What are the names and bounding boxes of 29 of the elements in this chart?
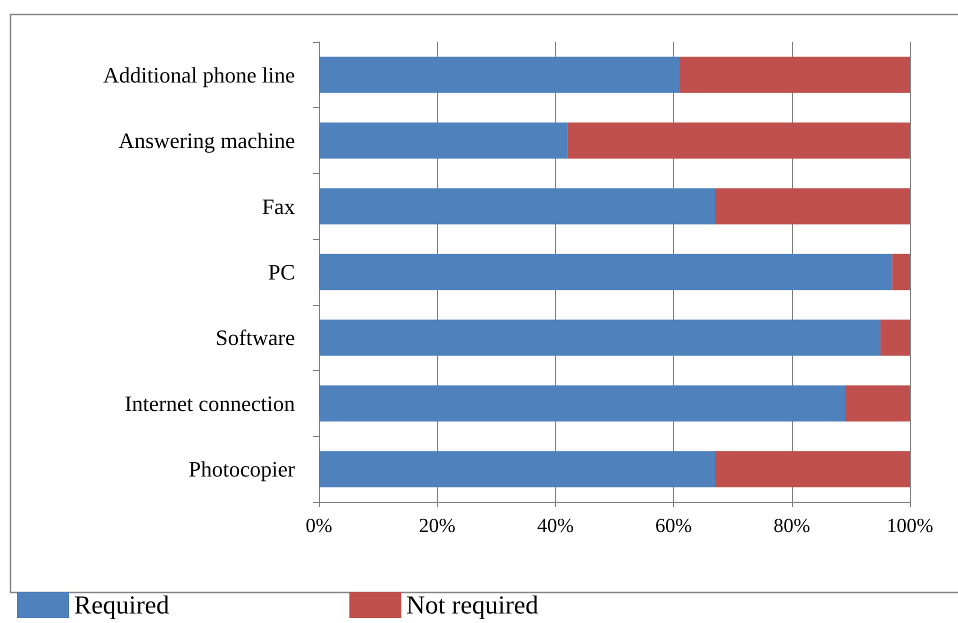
y-tick-label: PC (268, 260, 295, 284)
y-tick-label: Internet connection (124, 390, 295, 416)
bar (319, 122, 568, 159)
legend-label: Required (74, 590, 170, 620)
y-tick-label: Fax (262, 194, 295, 219)
bar (319, 320, 880, 356)
bar (567, 122, 910, 159)
x-tick-label: 60% (655, 515, 692, 537)
bar (714, 451, 910, 488)
y-tick-label: Photocopier (188, 456, 296, 482)
x-tick-label: 80% (773, 515, 810, 537)
x-tick-label: 20% (418, 515, 456, 537)
bar (319, 451, 715, 488)
bar (892, 254, 910, 290)
bar (680, 56, 910, 93)
y-tick-label: Additional phone line (103, 62, 295, 88)
legend-label: Not required (406, 590, 538, 620)
bar (844, 385, 910, 422)
x-tick-label: 40% (537, 515, 574, 537)
bar (319, 56, 680, 93)
bar (319, 385, 845, 422)
bar (319, 254, 892, 290)
bar (880, 320, 910, 356)
x-tick-label: 100% (886, 515, 934, 537)
y-tick-label: Software (216, 325, 295, 350)
bar (714, 188, 910, 224)
y-tick-label: Answering machine (118, 128, 295, 154)
bar (319, 188, 715, 224)
x-tick-label: 0% (306, 515, 332, 537)
